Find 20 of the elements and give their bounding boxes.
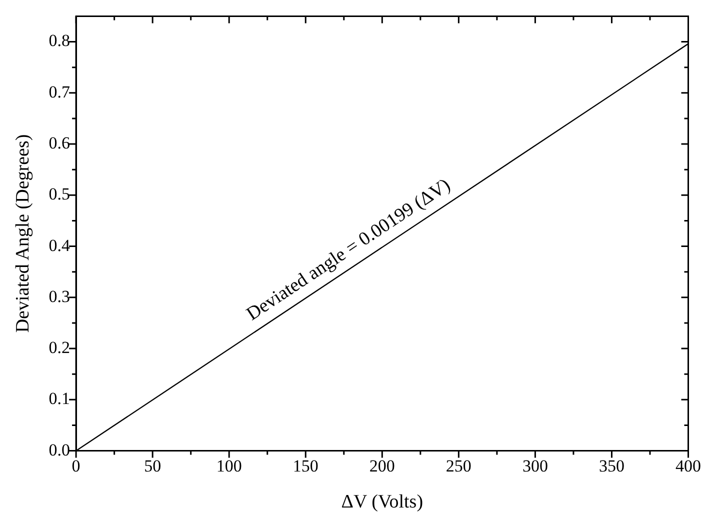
x-tick-label: 200: [369, 456, 395, 476]
x-tick-label: 100: [216, 456, 242, 476]
y-tick-label: 0.7: [48, 82, 71, 102]
x-tick-label: 150: [292, 456, 318, 476]
y-axis-title: Deviated Angle (Degrees): [12, 134, 34, 333]
x-tick-label: 350: [598, 456, 624, 476]
y-tick-label: 0.4: [48, 236, 71, 255]
x-tick-label: 250: [446, 456, 472, 476]
y-tick-label: 0.2: [48, 338, 70, 358]
y-tick-label: 0.1: [48, 389, 70, 408]
x-tick-label: 0: [72, 456, 80, 476]
y-tick-label: 0.0: [48, 440, 70, 460]
y-tick-label: 0.6: [48, 133, 70, 152]
y-tick-label: 0.8: [48, 31, 70, 50]
y-tick-label: 0.3: [48, 286, 70, 306]
y-tick-label: 0.5: [48, 184, 70, 204]
x-tick-label: 400: [676, 456, 701, 476]
x-tick-label: 50: [144, 456, 162, 476]
x-axis-title: ΔV (Volts): [341, 492, 424, 513]
x-tick-label: 300: [522, 456, 548, 476]
